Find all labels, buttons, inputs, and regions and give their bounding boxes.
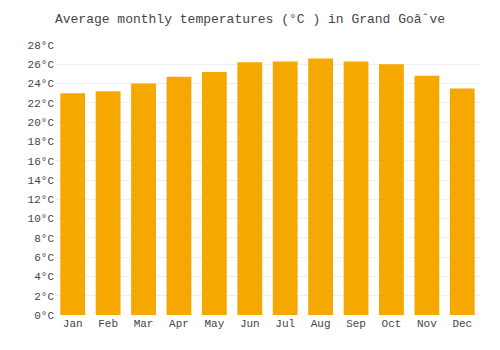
svg-text:Apr: Apr bbox=[169, 318, 189, 330]
svg-text:10°C: 10°C bbox=[28, 213, 55, 225]
svg-text:6°C: 6°C bbox=[34, 252, 54, 264]
svg-text:Mar: Mar bbox=[134, 318, 154, 330]
svg-text:Oct: Oct bbox=[382, 318, 402, 330]
svg-text:28°C: 28°C bbox=[28, 40, 55, 52]
svg-text:16°C: 16°C bbox=[28, 156, 55, 168]
svg-text:Jan: Jan bbox=[63, 318, 83, 330]
svg-text:8°C: 8°C bbox=[34, 233, 54, 245]
svg-text:24°C: 24°C bbox=[28, 78, 55, 90]
svg-text:Jul: Jul bbox=[275, 318, 295, 330]
svg-text:0°C: 0°C bbox=[34, 310, 54, 322]
svg-text:Feb: Feb bbox=[98, 318, 118, 330]
svg-text:Dec: Dec bbox=[452, 318, 472, 330]
svg-text:4°C: 4°C bbox=[34, 271, 54, 283]
svg-text:Sep: Sep bbox=[346, 318, 366, 330]
svg-text:2°C: 2°C bbox=[34, 291, 54, 303]
svg-text:14°C: 14°C bbox=[28, 175, 55, 187]
svg-text:18°C: 18°C bbox=[28, 136, 55, 148]
svg-text:Nov: Nov bbox=[417, 318, 437, 330]
svg-text:26°C: 26°C bbox=[28, 59, 55, 71]
svg-text:20°C: 20°C bbox=[28, 117, 55, 129]
svg-text:Average monthly temperatures (: Average monthly temperatures (°C ) in Gr… bbox=[55, 12, 445, 27]
svg-text:Jun: Jun bbox=[240, 318, 260, 330]
svg-text:May: May bbox=[204, 318, 224, 330]
svg-text:12°C: 12°C bbox=[28, 194, 55, 206]
svg-text:Aug: Aug bbox=[311, 318, 331, 330]
svg-text:22°C: 22°C bbox=[28, 98, 55, 110]
